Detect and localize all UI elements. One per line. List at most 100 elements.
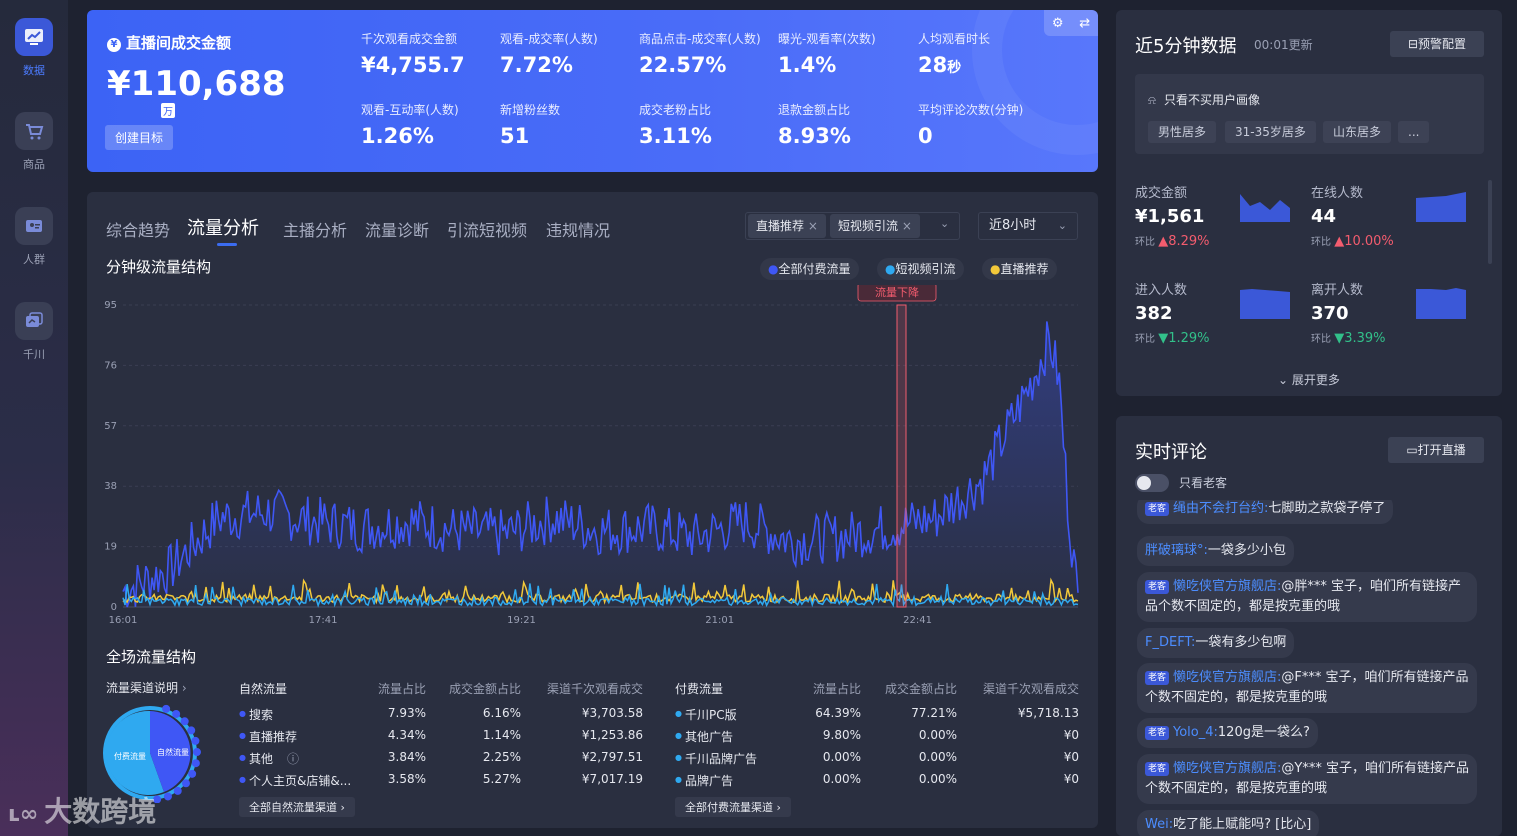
all-paid-channels-button[interactable]: 全部付费流量渠道 ›	[675, 797, 791, 817]
close-icon[interactable]: ×	[807, 219, 818, 233]
comment-author[interactable]: 懒吃侠官方旗舰店:	[1173, 579, 1282, 594]
comment-author[interactable]: 绳由不会打台约:	[1173, 501, 1269, 516]
alert-config-button[interactable]: ⊟预警配置	[1390, 31, 1484, 57]
traffic-drop-marker-band[interactable]	[896, 304, 907, 608]
tab-short-video[interactable]: 引流短视频	[447, 221, 528, 240]
metric-card: 商品点击-成交率(人数) 22.57%	[639, 30, 774, 77]
tab-anchor-analysis[interactable]: 主播分析	[283, 221, 348, 240]
sidebar-item-audience[interactable]: 人群	[0, 207, 68, 267]
channel-name[interactable]: 搜索	[249, 708, 274, 722]
channel-explain-link[interactable]: 流量渠道说明 ›	[106, 679, 187, 696]
channel-name[interactable]: 个人主页&店铺&...	[249, 774, 352, 788]
comment-item[interactable]: F_DEFT:一袋有多少包啊	[1137, 628, 1295, 658]
info-icon[interactable]: ⓘ	[287, 752, 300, 766]
all-natural-channels-button[interactable]: 全部自然流量渠道 ›	[239, 797, 355, 817]
channel-name[interactable]: 其他广告	[685, 730, 734, 744]
comment-list[interactable]: 老客 绳由不会打台约:七脚助之款袋子停了 胖破璃球°:一袋多少小包 老客 懒吃侠官方旗舰…	[0, 500, 1517, 836]
comment-author[interactable]: 胖破璃球°:	[1145, 543, 1208, 558]
channel-name[interactable]: 品牌广告	[685, 774, 734, 788]
y-tick-label: 38	[104, 481, 117, 492]
donut-natural-segment[interactable]	[150, 711, 191, 792]
tab-violations[interactable]: 违规情况	[546, 221, 611, 240]
legend-live-recommend[interactable]: ●直播推荐	[982, 258, 1057, 280]
filter-chip-short-video[interactable]: 短视频引流 ×	[830, 214, 920, 238]
settings-icon[interactable]: ⚙	[1051, 15, 1064, 31]
donut-minor-channel-dot[interactable]	[181, 779, 190, 788]
donut-minor-channel-dot[interactable]	[173, 786, 182, 795]
recent-metric-online: 在线人数 44 环比 ▲10.00%	[1311, 182, 1394, 249]
portrait-more-button[interactable]: ...	[1398, 121, 1430, 143]
tab-traffic-diagnosis[interactable]: 流量诊断	[365, 221, 430, 240]
donut-minor-channel-dot[interactable]	[188, 769, 197, 778]
recent-metric-leave: 离开人数 370 环比 ▼3.39%	[1311, 279, 1386, 346]
sparkline-gmv	[1240, 194, 1290, 222]
donut-minor-channel-dot[interactable]	[163, 792, 172, 801]
close-icon[interactable]: ×	[901, 219, 912, 233]
comment-item[interactable]: Wei:吃了能上赋能吗? [比心]	[1137, 810, 1320, 836]
comment-author[interactable]: Yolo_4:	[1173, 725, 1218, 740]
metric-value: 0	[918, 124, 933, 148]
comment-text: 吃了能上赋能吗? [比心]	[1173, 817, 1312, 832]
comment-item[interactable]: 老客 懒吃侠官方旗舰店:@Y*** 宝子，咱们所有链接产品个数不固定的，都是按克重…	[1137, 754, 1477, 804]
traffic-donut-chart[interactable]: 付费流量 自然流量	[100, 703, 210, 803]
series-line-live-recommend[interactable]	[122, 577, 1079, 605]
time-range-select[interactable]: 近8小时 ⌄	[978, 212, 1078, 240]
donut-minor-channel-dot[interactable]	[172, 709, 181, 718]
legend-paid[interactable]: ●全部付费流量	[760, 258, 859, 280]
old-customer-badge: 老客	[1145, 671, 1170, 685]
open-live-button[interactable]: ▭打开直播	[1388, 437, 1484, 463]
table-cell: 0.00%	[918, 772, 957, 786]
comment-item[interactable]: 胖破璃球°:一袋多少小包	[1137, 536, 1294, 566]
qianchuan-icon	[15, 302, 53, 340]
channel-name[interactable]: 其他	[249, 752, 274, 766]
channel-name[interactable]: 千川品牌广告	[685, 752, 758, 766]
compare-change: 8.29%	[1168, 234, 1210, 249]
channel-name[interactable]: 千川PC版	[685, 708, 737, 722]
donut-minor-channel-dot[interactable]	[187, 726, 196, 735]
scrollbar[interactable]	[1488, 180, 1492, 264]
tab-traffic-analysis[interactable]: 流量分析	[187, 214, 259, 246]
recent-metric-label: 在线人数	[1311, 186, 1364, 201]
metric-value: 8.93%	[778, 124, 851, 148]
traffic-line-chart[interactable]: 0 19 38 57 76 95 16:01 17:41 19:21 21:01 22:41 流量下…	[95, 285, 1090, 630]
comment-author[interactable]: 懒吃侠官方旗舰店:	[1173, 761, 1282, 776]
comment-author[interactable]: 懒吃侠官方旗舰店:	[1173, 670, 1282, 685]
filter-chip-live-recommend[interactable]: 直播推荐 ×	[748, 214, 826, 238]
switch-icon[interactable]: ⇄	[1079, 15, 1091, 31]
comment-author[interactable]: F_DEFT:	[1145, 635, 1196, 650]
comment-item[interactable]: 老客 懒吃侠官方旗舰店:@F*** 宝子，咱们所有链接产品个数不固定的，都是按克重…	[1137, 663, 1477, 713]
channel-name[interactable]: 直播推荐	[249, 730, 298, 744]
old-customers-toggle[interactable]	[1135, 474, 1169, 492]
old-customer-badge: 老客	[1145, 762, 1170, 776]
series-line-short-video[interactable]	[122, 583, 1079, 608]
chevron-down-icon[interactable]: ⌄	[940, 217, 950, 230]
recent-updated: 00:01更新	[1254, 38, 1313, 52]
expand-more-button[interactable]: ⌄ 展开更多	[1278, 371, 1340, 388]
legend-short-video[interactable]: ●短视频引流	[877, 258, 964, 280]
traffic-drop-badge[interactable]: 流量下降	[875, 285, 919, 299]
donut-minor-channel-dot[interactable]	[192, 748, 201, 757]
create-goal-button[interactable]: 创建目标	[105, 125, 174, 150]
sidebar-item-products[interactable]: 商品	[0, 112, 68, 172]
comment-item[interactable]: 老客 Yolo_4:120g是一袋么?	[1137, 718, 1318, 748]
donut-paid-segment[interactable]	[106, 710, 164, 795]
tab-overview[interactable]: 综合趋势	[106, 221, 171, 240]
donut-minor-channel-dot[interactable]	[191, 759, 200, 768]
comment-text: 七脚助之款袋子停了	[1268, 501, 1386, 516]
gmv-summary-card: ¥ 直播间成交金额 ¥110,688 万 创建目标 ⚙ ⇄ 千次观看成交金额 ¥4,…	[87, 10, 1098, 172]
donut-minor-channel-dot[interactable]	[162, 704, 171, 713]
trend-up-icon: ▲	[1334, 234, 1345, 249]
recent-metric-value: 44	[1311, 206, 1337, 227]
metric-card: 退款金额占比 8.93%	[778, 101, 913, 148]
compare-label: 环比	[1311, 334, 1331, 345]
sidebar-item-qianchuan[interactable]: 千川	[0, 302, 68, 362]
channel-filter-select[interactable]	[745, 212, 960, 240]
sidebar-item-data[interactable]: 数据	[0, 18, 68, 78]
donut-minor-channel-dot[interactable]	[153, 795, 162, 803]
comment-item[interactable]: 老客 懒吃侠官方旗舰店:@胖*** 宝子，咱们所有链接产品个数不固定的，都是按克重…	[1137, 572, 1477, 622]
comment-author[interactable]: Wei:	[1145, 817, 1174, 832]
donut-minor-channel-dot[interactable]	[180, 717, 189, 726]
donut-minor-channel-dot[interactable]	[191, 736, 200, 745]
comment-item[interactable]: 老客 绳由不会打台约:七脚助之款袋子停了	[1137, 500, 1394, 524]
series-line-paid[interactable]	[122, 321, 1079, 608]
